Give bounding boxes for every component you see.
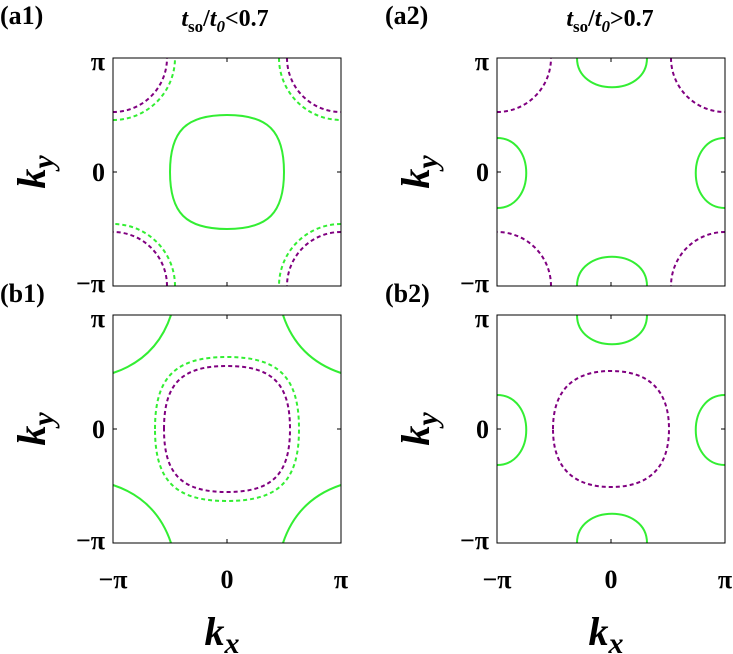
contour xyxy=(496,314,726,544)
x-tick-label: π xyxy=(334,565,348,594)
y-tick-label: 0 xyxy=(476,158,489,187)
label-sub: x xyxy=(608,627,624,654)
label-main: k xyxy=(9,169,54,189)
label-sub: x xyxy=(224,627,240,654)
panel xyxy=(112,57,342,287)
x-axis-label: kx xyxy=(205,609,240,654)
panel xyxy=(112,314,342,544)
x-tick-label: −π xyxy=(98,565,127,594)
title-part: 0 xyxy=(216,17,225,36)
column-title: tso/t0>0.7 xyxy=(566,6,653,36)
column-title: tso/t0<0.7 xyxy=(181,6,268,36)
label-main: k xyxy=(9,426,54,446)
contour xyxy=(112,314,342,544)
y-tick-label: π xyxy=(475,47,489,76)
plot-frame xyxy=(496,57,726,287)
y-axis-label: ky xyxy=(393,155,444,189)
contour xyxy=(496,57,726,287)
plot-frame xyxy=(112,57,342,287)
label-main: k xyxy=(205,609,225,654)
y-tick-label: 0 xyxy=(92,415,105,444)
label-sub: y xyxy=(411,155,444,172)
title-part: t xyxy=(210,6,218,32)
contour xyxy=(112,57,342,287)
y-tick-label: −π xyxy=(76,269,105,298)
title-part: t xyxy=(566,6,574,32)
title-part: <0.7 xyxy=(225,6,269,32)
title-part: 0 xyxy=(601,17,610,36)
x-tick-label: π xyxy=(718,565,732,594)
title-part: t xyxy=(181,6,189,32)
panel-label: (b2) xyxy=(385,279,430,308)
x-tick-label: 0 xyxy=(605,565,618,594)
x-tick-label: −π xyxy=(482,565,511,594)
y-axis-label: ky xyxy=(393,412,444,446)
panel-label: (b1) xyxy=(0,279,45,308)
panel-label: (a1) xyxy=(0,1,43,30)
y-axis-label: ky xyxy=(9,155,60,189)
title-part: t xyxy=(595,6,603,32)
contour xyxy=(153,355,301,503)
panel xyxy=(496,314,726,544)
label-sub: y xyxy=(27,412,60,429)
label-sub: y xyxy=(411,412,444,429)
label-sub: y xyxy=(27,155,60,172)
panel xyxy=(496,57,726,287)
panel-label: (a2) xyxy=(385,1,428,30)
title-part: so xyxy=(188,17,203,36)
y-tick-label: −π xyxy=(460,526,489,555)
label-main: k xyxy=(393,169,438,189)
y-tick-label: π xyxy=(91,47,105,76)
plot-frame xyxy=(496,314,726,544)
contour xyxy=(162,364,292,494)
y-tick-label: 0 xyxy=(92,158,105,187)
contour xyxy=(551,369,671,489)
y-tick-label: 0 xyxy=(476,415,489,444)
label-main: k xyxy=(393,426,438,446)
title-part: so xyxy=(573,17,588,36)
plot-frame xyxy=(112,314,342,544)
contour xyxy=(112,57,342,287)
contour xyxy=(496,57,726,287)
contour xyxy=(168,113,286,231)
title-part: / xyxy=(587,6,595,32)
y-axis-label: ky xyxy=(9,412,60,446)
title-part: / xyxy=(202,6,210,32)
title-part: >0.7 xyxy=(610,6,654,32)
y-tick-label: −π xyxy=(460,269,489,298)
x-axis-label: kx xyxy=(589,609,624,654)
label-main: k xyxy=(589,609,609,654)
x-tick-label: 0 xyxy=(221,565,234,594)
y-tick-label: π xyxy=(91,304,105,333)
y-tick-label: −π xyxy=(76,526,105,555)
y-tick-label: π xyxy=(475,304,489,333)
